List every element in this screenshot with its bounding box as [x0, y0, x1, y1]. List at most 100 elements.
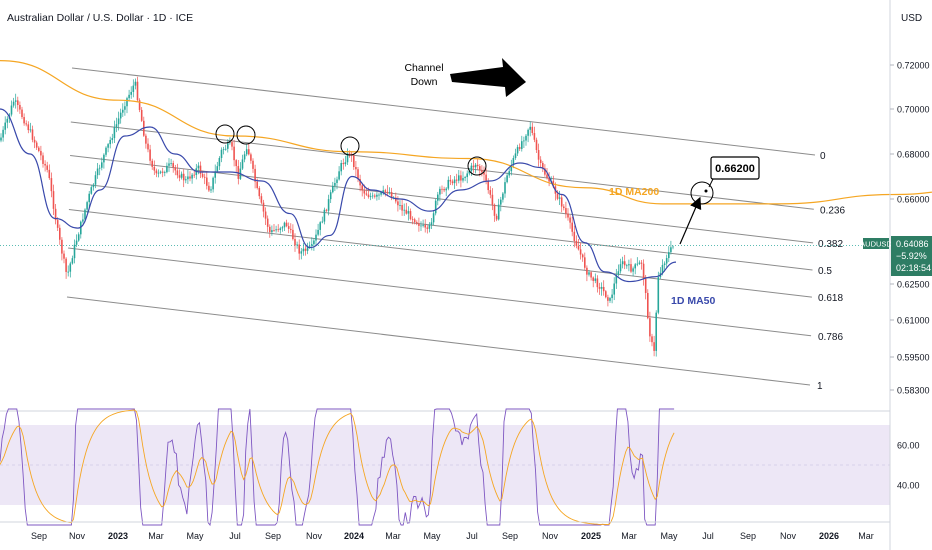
candle-body: [109, 139, 111, 145]
fib-level-line[interactable]: [66, 296, 811, 386]
candle-body: [262, 202, 265, 212]
candle-body: [355, 167, 357, 170]
candle-body: [203, 176, 206, 178]
candle-body: [86, 202, 88, 210]
time-tick-label: 2023: [108, 531, 128, 541]
candle-body: [208, 185, 210, 191]
candle-body: [138, 100, 141, 110]
candle-body: [126, 98, 128, 107]
candle-body: [495, 215, 498, 220]
candle-body: [655, 312, 657, 351]
candle-body: [357, 169, 359, 180]
candle-body: [384, 190, 387, 192]
fib-level-label: 1: [817, 381, 823, 392]
candle-body: [577, 245, 580, 250]
fib-level-line[interactable]: [68, 247, 812, 337]
candle-body: [256, 181, 258, 189]
target-arrow-icon: [679, 196, 702, 245]
candle-body: [508, 171, 510, 176]
candle-body: [451, 181, 454, 184]
candle-body: [588, 272, 590, 275]
candle-body: [422, 225, 424, 226]
candle-body: [565, 208, 567, 214]
rsi-pane[interactable]: [0, 408, 890, 527]
channel-annotation: Channel Down: [404, 58, 526, 97]
candle-body: [407, 211, 410, 214]
price-pane[interactable]: 0 0.236 0.382 0.5 0.618 0.786 1: [0, 60, 932, 392]
candle-body: [336, 179, 338, 183]
ma200-line[interactable]: [0, 60, 932, 246]
candle-body: [487, 180, 489, 191]
rsi-axis[interactable]: 60.00 40.00: [897, 441, 920, 491]
candle-body: [466, 173, 468, 178]
candle-body: [31, 129, 34, 140]
time-tick-label: Jul: [466, 531, 478, 541]
target-connector: [708, 178, 714, 188]
time-tick-label: Jul: [229, 531, 241, 541]
target-price-box[interactable]: [710, 156, 760, 180]
candle-body: [191, 174, 193, 179]
candle-body: [279, 228, 282, 230]
candle-body: [638, 262, 641, 264]
candle-body: [185, 179, 187, 181]
candle-body: [69, 263, 72, 272]
candle-body: [514, 153, 517, 158]
candle-body: [50, 178, 53, 192]
fib-level-line[interactable]: [68, 209, 812, 298]
candle-body: [510, 164, 513, 172]
peak-circle: [467, 156, 487, 176]
peak-markers: [215, 124, 487, 176]
ma50-line[interactable]: [0, 108, 677, 283]
fib-level-line[interactable]: [71, 67, 816, 156]
peak-circle: [340, 136, 360, 156]
candle-body: [134, 81, 137, 86]
candle-body: [75, 240, 78, 245]
candle-body: [250, 154, 252, 161]
candle-body: [46, 165, 48, 170]
price-axis[interactable]: 0.72000 0.70000 0.68000 0.66000 0.62500 0.610…: [890, 61, 930, 396]
candle-body: [243, 154, 246, 160]
rsi-ma-line[interactable]: [0, 409, 675, 526]
fib-level-line[interactable]: [69, 182, 813, 271]
candle-body: [105, 147, 107, 155]
candle-body: [233, 146, 235, 161]
candle-body: [84, 209, 86, 220]
price-tag[interactable]: AUDUSD 0.64086 −5.92% 02:18:54: [860, 236, 932, 276]
candle-body: [77, 234, 80, 241]
candle-body: [346, 153, 349, 163]
candle-body: [145, 135, 147, 144]
candle-body: [607, 297, 609, 301]
last-price: 0.64086: [896, 239, 929, 249]
time-axis[interactable]: Sep Nov 2023 Mar May Jul Sep Nov 2024 Mar May Jul Se…: [31, 531, 874, 541]
symbol-tag: [863, 238, 889, 249]
candle-body: [390, 192, 393, 198]
candle-body: [264, 211, 267, 219]
candle-body: [248, 149, 250, 155]
fib-level-line[interactable]: [70, 121, 814, 210]
candle-body: [424, 225, 426, 228]
target-circle: [690, 181, 714, 205]
candle-body: [23, 117, 25, 124]
candle-body: [571, 222, 573, 232]
candle-body: [569, 217, 571, 223]
candle-body: [584, 257, 586, 268]
candle-body: [670, 247, 672, 253]
candle-body: [401, 205, 403, 211]
time-tick-label: Sep: [502, 531, 518, 541]
candle-body: [413, 219, 416, 223]
rsi-line[interactable]: [0, 408, 675, 527]
candle-body: [447, 179, 450, 189]
candle-body: [35, 142, 38, 148]
candle-body: [117, 118, 120, 125]
candle-body: [617, 271, 620, 275]
candle-body: [537, 150, 540, 160]
candle-body: [626, 265, 628, 267]
time-tick-label: Sep: [265, 531, 281, 541]
candle-body: [325, 209, 328, 211]
candles: [0, 76, 674, 357]
price-tick-label: 0.62500: [897, 280, 930, 290]
candle-body: [241, 159, 244, 169]
time-tick-label: Sep: [31, 531, 47, 541]
candle-body: [302, 248, 305, 252]
candle-body: [147, 143, 149, 150]
